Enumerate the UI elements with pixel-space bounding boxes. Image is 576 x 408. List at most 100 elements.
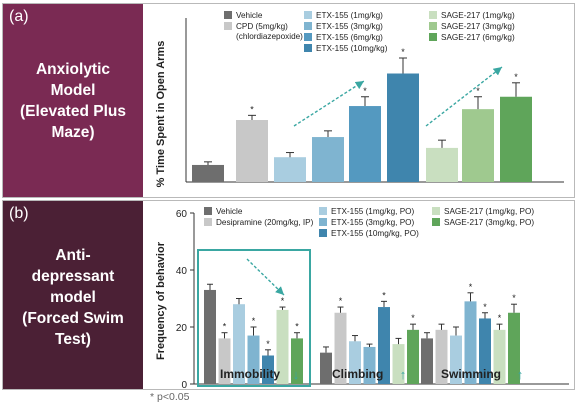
bar: [192, 164, 224, 182]
legend-swatch: [204, 218, 212, 226]
panel-b-title: Anti- depressant model (Forced Swim Test…: [3, 245, 143, 350]
y-axis-title: Frequency of behavior: [155, 241, 167, 360]
panel-b-title-line: depressant: [31, 268, 115, 285]
legend-swatch: [304, 11, 312, 19]
significance-star: *: [469, 282, 473, 292]
legend-label: ETX-155 (1mg/kg, PO): [331, 207, 415, 216]
bar: [312, 137, 344, 182]
significance-star: *: [512, 293, 516, 303]
panel-a-title-line: (Elevated Plus: [20, 103, 126, 120]
significance-star: *: [250, 104, 254, 114]
immobility-highlight-box: [197, 249, 311, 387]
bar: [392, 344, 405, 384]
legend-label: SAGE-217 (6mg/kg): [441, 33, 515, 42]
legend-swatch: [432, 207, 440, 215]
legend-label: ETX-155 (10mg/kg): [316, 44, 388, 53]
significance-star: *: [339, 296, 343, 306]
bar: [363, 346, 376, 384]
bar: [500, 96, 532, 182]
legend-swatch: [432, 218, 440, 226]
panel-b-title-line: (Forced Swim: [22, 310, 124, 327]
direction-arrow: ↑: [517, 367, 524, 382]
bar: [349, 341, 361, 384]
significance-star: *: [483, 302, 487, 312]
panel-antidepressant: (b) Anti- depressant model (Forced Swim …: [2, 200, 575, 390]
legend-label: SAGE-217 (1mg/kg, PO): [444, 207, 534, 216]
significance-star: *: [266, 339, 270, 349]
direction-arrow: ↑: [400, 367, 407, 382]
panel-a-letter: (a): [9, 8, 29, 25]
legend-label: ETX-155 (3mg/kg, PO): [331, 218, 415, 227]
legend-swatch: [304, 22, 312, 30]
panel-b-sidebar: (b) Anti- depressant model (Forced Swim …: [3, 201, 143, 389]
bar: [334, 312, 347, 384]
significance-star: *: [498, 313, 502, 323]
significance-star: *: [476, 86, 480, 96]
bar: [464, 301, 477, 384]
panel-a-title-line: Anxiolytic: [35, 61, 111, 78]
legend-swatch: [319, 218, 327, 226]
bar: [218, 338, 231, 384]
bar: [450, 335, 462, 384]
panel-anxiolytic: (a) Anxiolytic Model (Elevated Plus Maze…: [2, 3, 575, 198]
bar: [274, 157, 306, 182]
bar: [233, 304, 245, 384]
significance-star: *: [401, 47, 405, 57]
legend-label: Vehicle: [236, 11, 263, 20]
panel-b-title-line: Test): [55, 331, 91, 348]
panel-b-title-line: Anti-: [55, 247, 91, 264]
legend-swatch: [319, 229, 327, 237]
legend-label: ETX-155 (10mg/kg, PO): [331, 229, 419, 238]
y-axis-title: % Time Spent in Open Arms: [155, 41, 167, 188]
significance-star: *: [363, 86, 367, 96]
y-tick-label: 40: [176, 266, 188, 277]
legend-label: SAGE-217 (1mg/kg): [441, 11, 515, 20]
bar: [421, 338, 433, 384]
legend-swatch: [429, 22, 437, 30]
bar: [349, 106, 381, 182]
legend-label: Desipramine (20mg/kg, IP): [216, 218, 314, 227]
bar: [426, 147, 458, 182]
legend-swatch: [429, 11, 437, 19]
legend-label: CPD (5mg/kg): [236, 22, 288, 31]
legend-label: ETX-155 (1mg/kg): [316, 11, 383, 20]
legend-swatch: [224, 22, 232, 30]
legend-swatch: [429, 33, 437, 41]
bar: [262, 355, 274, 384]
panel-a-title-line: Model: [50, 82, 96, 99]
legend-sublabel: (chlordiazepoxide): [236, 32, 303, 41]
legend-swatch: [204, 207, 212, 215]
legend-label: ETX-155 (3mg/kg): [316, 22, 383, 31]
bar: [407, 329, 419, 384]
legend-swatch: [319, 207, 327, 215]
bar: [479, 318, 491, 384]
y-tick-label: 0: [181, 380, 187, 389]
significance-star: *: [252, 316, 256, 326]
legend-label: Vehicle: [216, 207, 243, 216]
legend-label: SAGE-217 (3mg/kg): [441, 22, 515, 31]
bar: [236, 120, 268, 182]
panel-a-sidebar: (a) Anxiolytic Model (Elevated Plus Maze…: [3, 4, 143, 197]
bar: [435, 329, 448, 384]
bar: [462, 109, 494, 182]
trend-arrow-immobility: [246, 258, 285, 296]
bar: [493, 329, 506, 384]
y-tick-label: 60: [176, 209, 188, 220]
legend-swatch: [304, 33, 312, 41]
significance-star: *: [295, 322, 299, 332]
legend-swatch: [304, 44, 312, 52]
bar: [247, 335, 260, 384]
category-label: Climbing: [332, 367, 383, 381]
trend-arrow-sage: [425, 66, 503, 127]
significance-star: *: [223, 322, 227, 332]
bar: [320, 352, 332, 384]
legend-label: ETX-155 (6mg/kg): [316, 33, 383, 42]
bar: [276, 309, 289, 384]
trend-arrow-etx: [293, 80, 365, 127]
legend-label: SAGE-217 (3mg/kg, PO): [444, 218, 534, 227]
significance-star: *: [411, 313, 415, 323]
category-label: Immobility: [220, 367, 280, 381]
y-tick-label: 20: [176, 323, 188, 334]
significance-star: *: [514, 72, 518, 82]
direction-arrow: ↓: [293, 367, 300, 382]
